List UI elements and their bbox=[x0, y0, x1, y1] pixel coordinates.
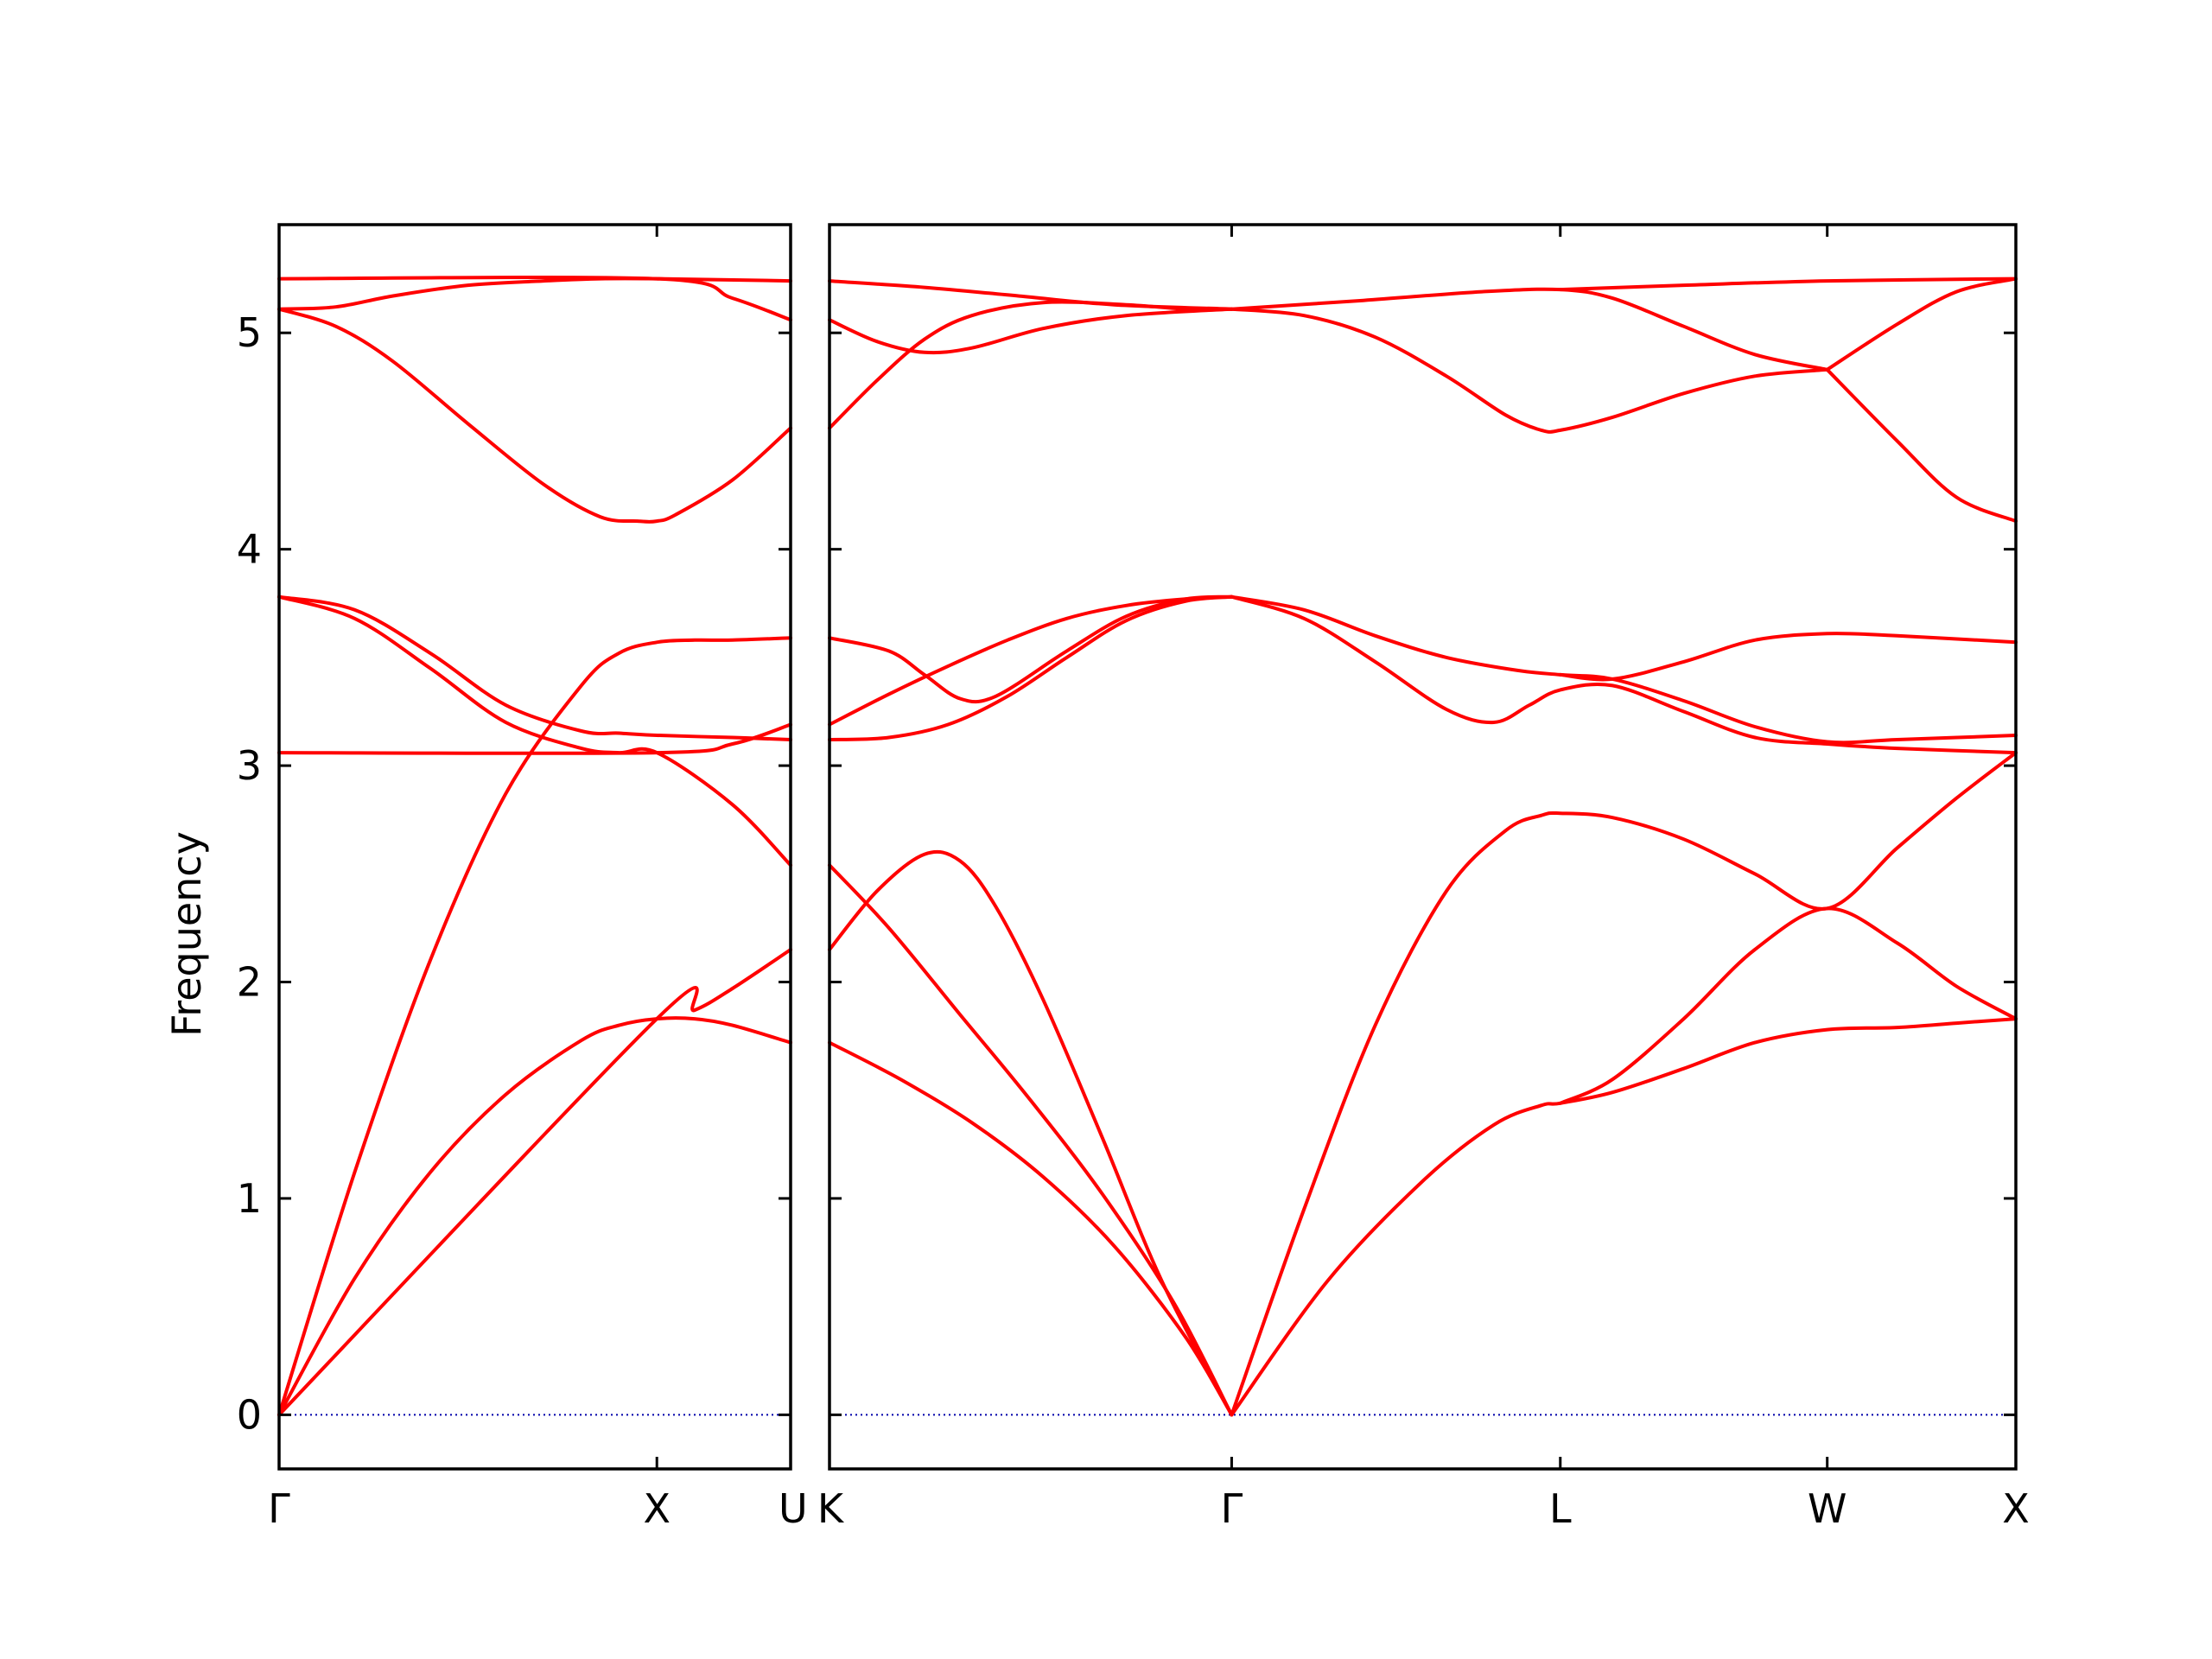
band-line-right-7 bbox=[828, 594, 1234, 741]
x-tick-label: X bbox=[643, 1485, 671, 1532]
x-tick-label: Γ bbox=[1221, 1485, 1243, 1532]
band-line-right-6 bbox=[1230, 751, 2018, 1417]
band-line-right-9 bbox=[828, 594, 1234, 727]
band-line-left-7 bbox=[277, 307, 792, 524]
x-tick-label: X bbox=[2002, 1485, 2030, 1532]
band-line-left-5 bbox=[277, 594, 792, 741]
band-line-right-18 bbox=[1558, 276, 2018, 292]
band-line-right-4 bbox=[1230, 1017, 2018, 1417]
y-tick-label: 4 bbox=[237, 526, 262, 573]
band-line-right-1 bbox=[828, 1040, 1234, 1417]
band-line-right-16 bbox=[1230, 307, 1829, 434]
band-line-left-6 bbox=[277, 722, 792, 755]
band-line-right-3 bbox=[828, 849, 1234, 1417]
y-tick-label: 2 bbox=[237, 959, 262, 1006]
x-tick-label: Γ bbox=[268, 1485, 290, 1532]
band-line-right-2 bbox=[828, 863, 1234, 1417]
y-tick-label: 0 bbox=[237, 1391, 262, 1438]
band-line-right-8 bbox=[828, 594, 1234, 704]
band-line-right-20 bbox=[1825, 367, 2018, 524]
y-tick-label: 3 bbox=[237, 742, 262, 789]
band-line-right-13 bbox=[828, 300, 1234, 430]
band-line-right-14 bbox=[828, 307, 1234, 355]
band-line-right-17 bbox=[1230, 287, 1829, 372]
left-panel: 0 1 2 3 4 5 Γ X U bbox=[237, 223, 808, 1532]
band-line-left-9 bbox=[277, 275, 792, 322]
band-line-right-12 bbox=[1558, 632, 2018, 682]
x-tick-label: W bbox=[1808, 1485, 1847, 1532]
y-axis-label: Frequency bbox=[163, 831, 210, 1037]
y-tick-label: 5 bbox=[237, 309, 262, 356]
y-tick-label: 1 bbox=[237, 1175, 262, 1222]
plot-frame-left bbox=[277, 223, 792, 1471]
band-line-left-4 bbox=[277, 594, 792, 868]
band-line-left-8 bbox=[277, 276, 792, 311]
plot-frame-right bbox=[828, 223, 2018, 1471]
x-tick-label: U bbox=[779, 1485, 808, 1532]
band-line-right-11 bbox=[1230, 594, 2018, 745]
x-tick-label: K bbox=[817, 1485, 845, 1532]
band-line-left-2 bbox=[277, 948, 792, 1417]
band-line-right-15 bbox=[828, 279, 1234, 311]
band-line-right-5 bbox=[1558, 906, 2018, 1105]
band-line-right-19 bbox=[1825, 276, 2018, 372]
x-tick-label: L bbox=[1549, 1485, 1572, 1532]
band-line-left-1 bbox=[277, 1016, 792, 1417]
band-line-right-10 bbox=[1230, 594, 2018, 755]
